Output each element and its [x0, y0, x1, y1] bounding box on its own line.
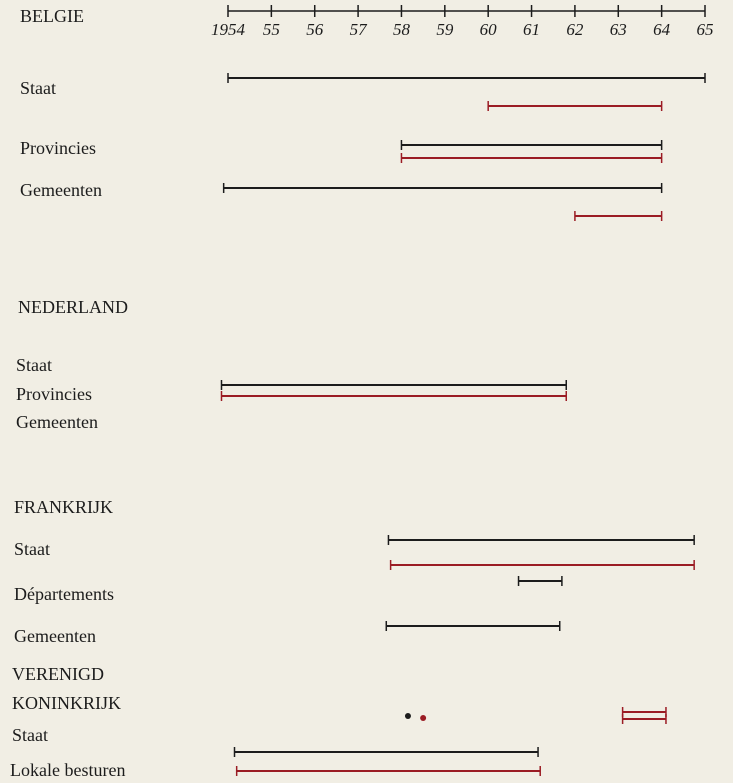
- row-label: Staat: [14, 539, 50, 559]
- row-label: FRANKRIJK: [14, 497, 113, 517]
- row-label: BELGIE: [20, 6, 84, 26]
- tick-label: 58: [393, 20, 411, 39]
- row-label: Staat: [12, 725, 48, 745]
- row-label: Staat: [16, 355, 52, 375]
- row-label: KONINKRIJK: [12, 693, 121, 713]
- row-label: Départements: [14, 584, 114, 604]
- tick-label: 1954: [211, 20, 246, 39]
- tick-label: 56: [306, 20, 324, 39]
- point: [420, 715, 427, 721]
- tick-label: 57: [350, 20, 369, 39]
- row-label: Lokale besturen: [10, 760, 125, 780]
- row-label: Provincies: [20, 138, 96, 158]
- row-label: Staat: [20, 78, 56, 98]
- row-label: Provincies: [16, 384, 92, 404]
- tick-label: 61: [523, 20, 540, 39]
- row-label: Gemeenten: [16, 412, 98, 432]
- tick-label: 55: [263, 20, 280, 39]
- tick-label: 60: [480, 20, 498, 39]
- row-label: Gemeenten: [20, 180, 102, 200]
- tick-label: 63: [610, 20, 627, 39]
- tick-label: 65: [697, 20, 714, 39]
- row-label: NEDERLAND: [18, 297, 128, 317]
- point: [404, 713, 411, 719]
- tick-label: 59: [436, 20, 454, 39]
- tick-label: 64: [653, 20, 671, 39]
- tick-label: 62: [566, 20, 584, 39]
- row-label: Gemeenten: [14, 626, 96, 646]
- row-label: VERENIGD: [12, 664, 104, 684]
